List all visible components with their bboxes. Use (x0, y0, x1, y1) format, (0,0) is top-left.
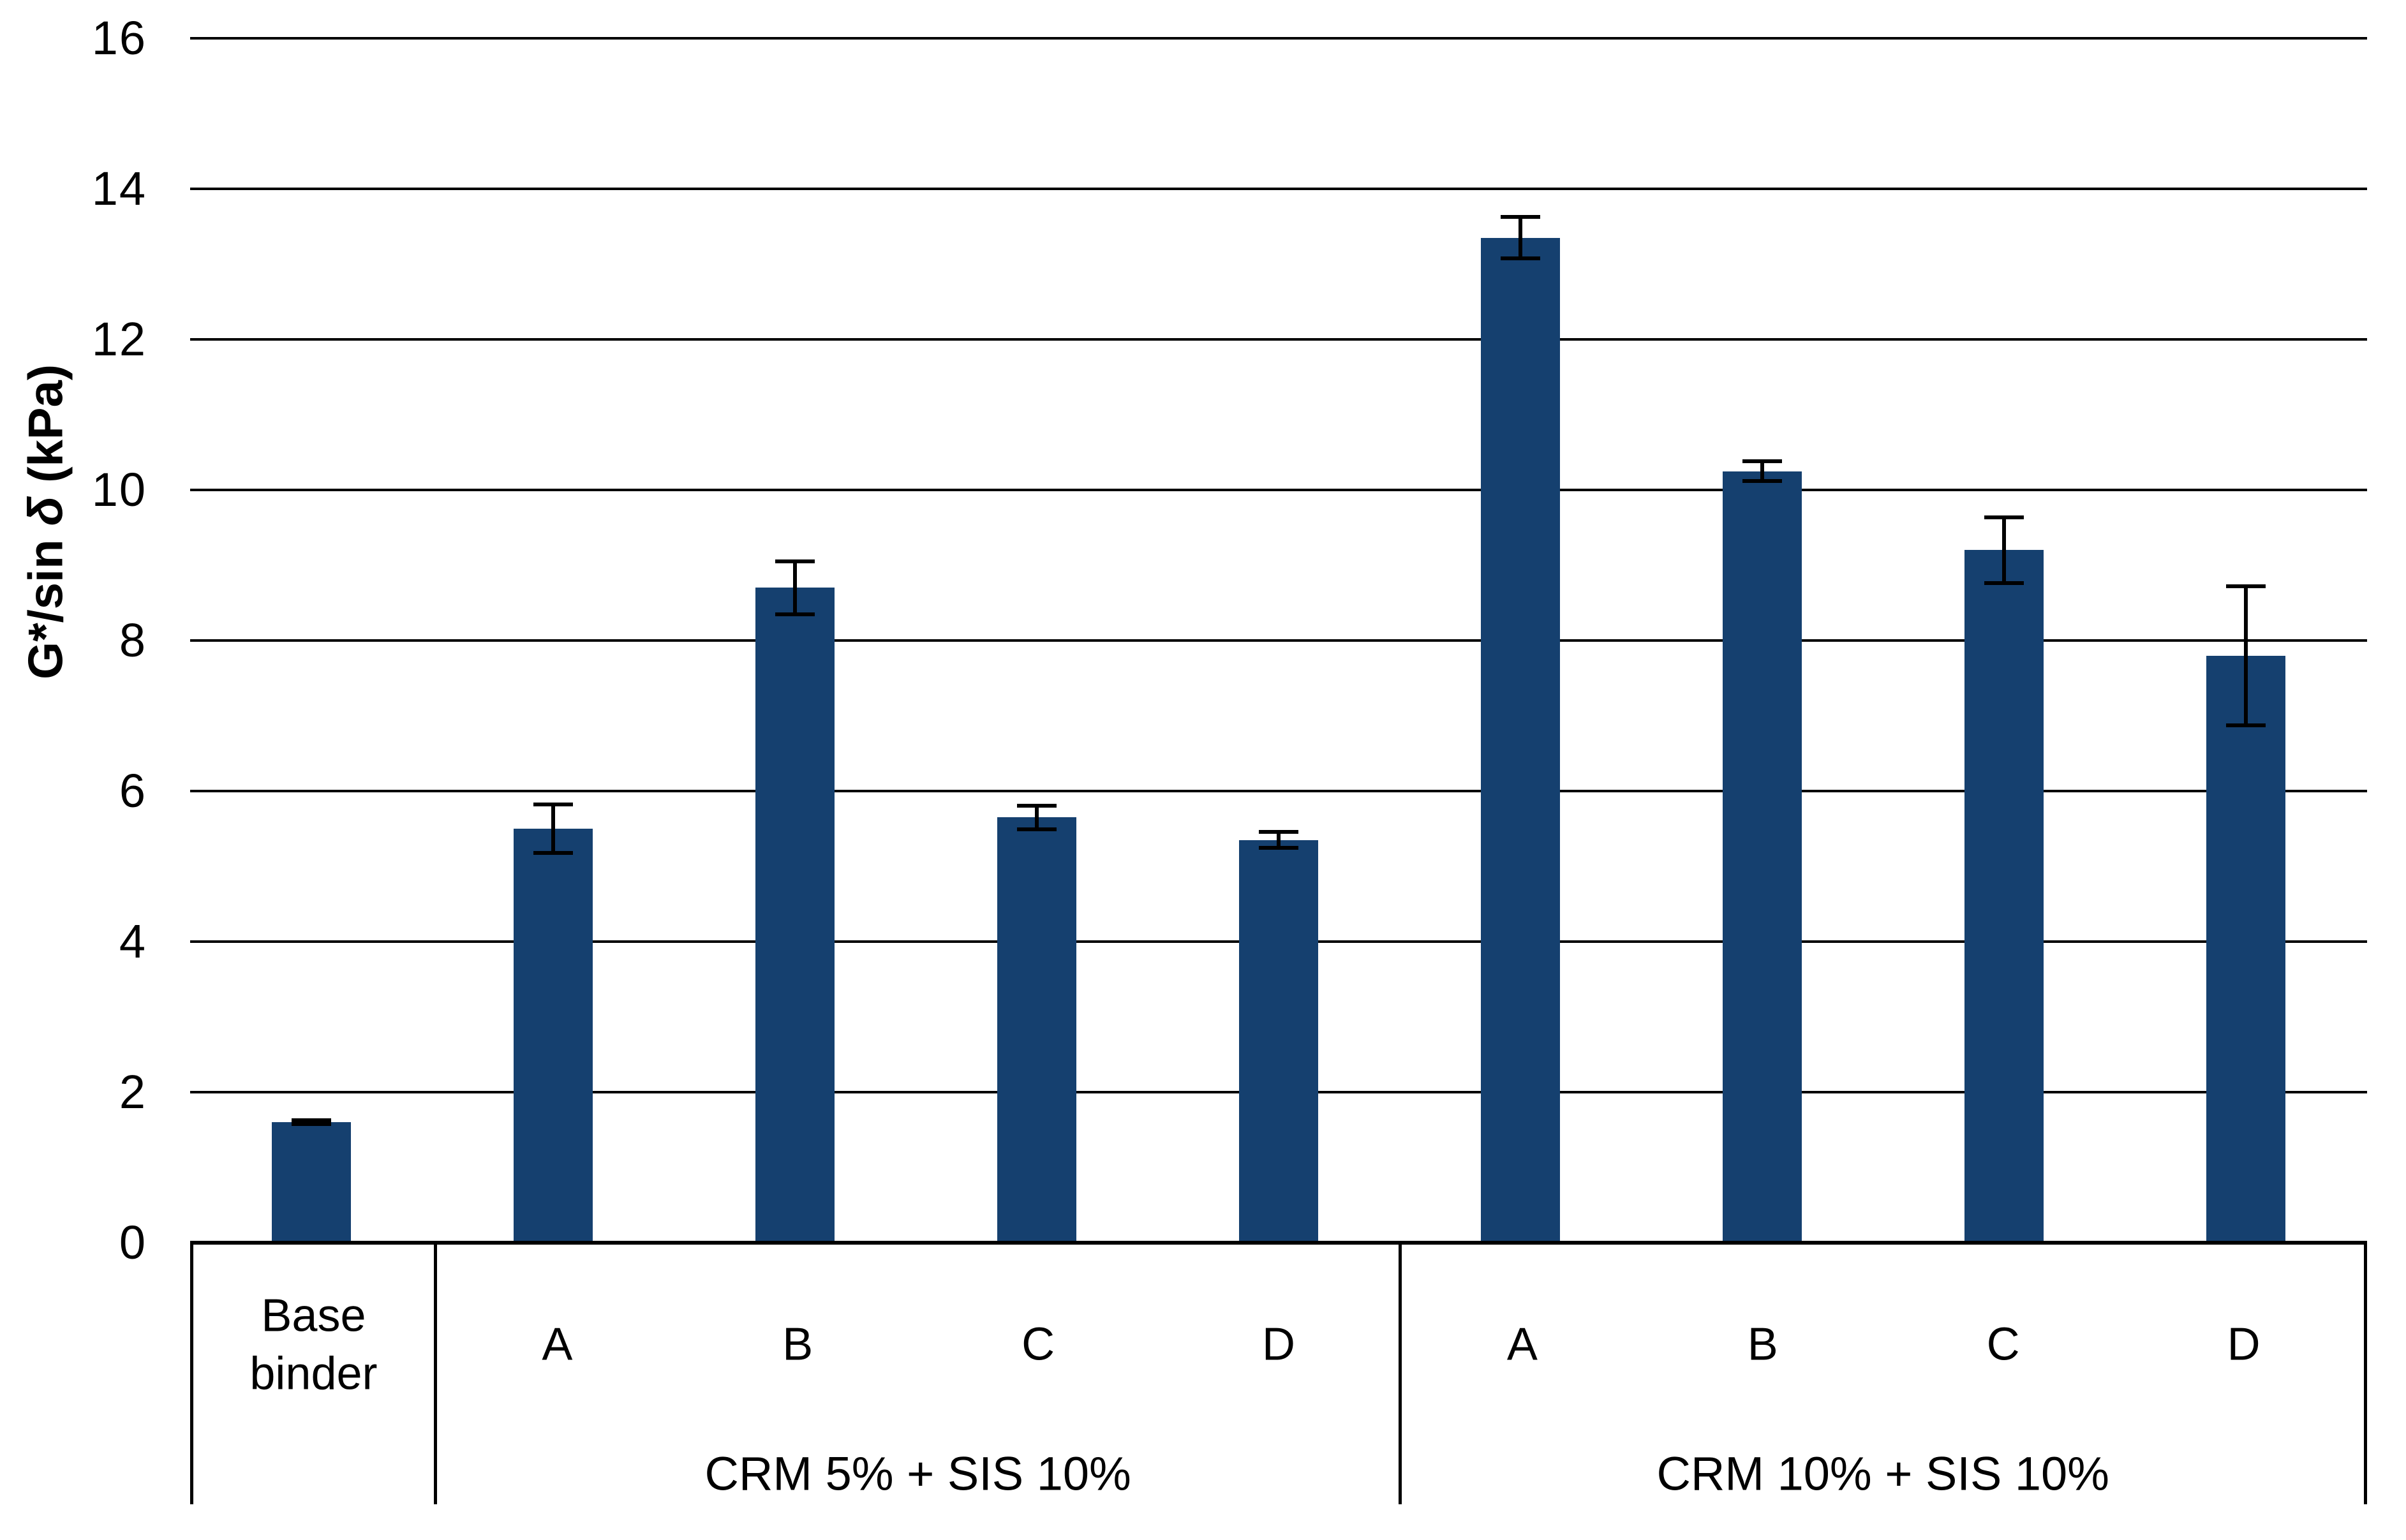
category-label-d: D (1159, 1316, 1399, 1374)
error-bar (1034, 804, 1039, 831)
bar-CRM 5% + SIS 10%-C (997, 817, 1076, 1243)
error-bar (551, 802, 555, 855)
y-tick-label-6: 6 (119, 764, 147, 817)
gridline-y-8 (190, 639, 2367, 642)
bar-slot-2-c (1883, 38, 2125, 1243)
category-label-base-binder: Base binder (193, 1287, 434, 1402)
error-bar-top-cap (533, 802, 573, 806)
bar-CRM 10% + SIS 10%-B (1723, 471, 1802, 1243)
error-bar-bottom-cap (775, 612, 815, 617)
y-tick-label-4: 4 (119, 915, 147, 968)
category-label-text: B (1747, 1319, 1778, 1370)
category-axis-table: Base binder A B C D CRM 5% + SIS 10% A B C D CRM 1… (190, 1243, 2368, 1504)
y-tick-label-12: 12 (91, 313, 147, 366)
category-label-text: Base binder (249, 1290, 378, 1399)
error-bar (2002, 515, 2007, 585)
error-bar-bottom-cap (1258, 846, 1298, 850)
category-label-c: C (1883, 1316, 2123, 1374)
axis-group-cell-1: A B C D CRM 5% + SIS 10% (433, 1243, 1399, 1504)
gridline-y-6 (190, 790, 2367, 792)
category-label-text: B (782, 1319, 813, 1370)
category-label-row: A B C D (1402, 1316, 2364, 1374)
category-label-text: A (1506, 1319, 1538, 1370)
bar-slot-1-c (916, 38, 1157, 1243)
plot-area (190, 37, 2367, 1245)
axis-group-cell-0: Base binder (190, 1243, 434, 1504)
category-label-a: A (1402, 1316, 1642, 1374)
y-tick-label-0: 0 (119, 1216, 147, 1269)
bar-Base binder (271, 1122, 351, 1243)
bar-slot-2-a (1400, 38, 1642, 1243)
bar-slots (190, 38, 2367, 1243)
category-label-row: Base binder (193, 1287, 434, 1402)
error-bar-top-cap (291, 1118, 331, 1123)
category-label-c: C (918, 1316, 1159, 1374)
category-label-d: D (2123, 1316, 2364, 1374)
bar-CRM 5% + SIS 10%-B (755, 588, 835, 1243)
y-tick-label-14: 14 (91, 162, 147, 215)
group-label-2: CRM 10% + SIS 10% (1656, 1447, 2109, 1500)
error-bar-top-cap (1016, 804, 1057, 808)
bar-CRM 5% + SIS 10%-D (1238, 840, 1318, 1243)
y-tick-label-8: 8 (119, 614, 147, 667)
error-bar-bottom-cap (1016, 827, 1057, 831)
bar-slot-2-d (2125, 38, 2367, 1243)
error-bar-top-cap (1258, 830, 1298, 834)
error-bar-bottom-cap (1501, 256, 1541, 261)
bar-slot-1-d (1157, 38, 1399, 1243)
category-label-b: B (678, 1316, 918, 1374)
error-bar-top-cap (2226, 584, 2266, 588)
category-label-text: A (542, 1319, 573, 1370)
y-tick-label-10: 10 (91, 463, 147, 516)
bar-slot-0-base-binder (190, 38, 432, 1243)
error-bar (792, 559, 797, 617)
gridline-y-12 (190, 338, 2367, 341)
error-bar (1760, 459, 1765, 484)
error-bar (1519, 215, 1523, 261)
bar-slot-1-b (674, 38, 916, 1243)
error-bar (2244, 584, 2248, 727)
category-label-text: C (1986, 1319, 2020, 1370)
bar-slot-2-b (1642, 38, 1883, 1243)
category-label-text: D (1262, 1319, 1295, 1370)
error-bar-top-cap (775, 559, 815, 563)
bar-CRM 10% + SIS 10%-D (2206, 655, 2286, 1243)
error-bar-bottom-cap (533, 851, 573, 855)
bar-slot-1-a (432, 38, 674, 1243)
x-axis-line (190, 1241, 2367, 1245)
error-bar-bottom-cap (1984, 581, 2024, 585)
gridline-y-16 (190, 37, 2367, 40)
error-bar-bottom-cap (2226, 723, 2266, 727)
axis-group-cell-2: A B C D CRM 10% + SIS 10% (1399, 1243, 2368, 1504)
category-label-row: A B C D (437, 1316, 1399, 1374)
bar-CRM 5% + SIS 10%-A (513, 829, 593, 1243)
y-tick-label-2: 2 (119, 1065, 147, 1118)
bar-CRM 10% + SIS 10%-C (1964, 550, 2044, 1243)
y-tick-label-16: 16 (91, 11, 147, 64)
y-axis-tick-labels: 0 2 4 6 8 10 12 14 16 (0, 11, 153, 1269)
error-bar-bottom-cap (291, 1122, 331, 1127)
gridline-y-10 (190, 489, 2367, 491)
category-label-text: D (2227, 1319, 2261, 1370)
error-bar-top-cap (1501, 215, 1541, 219)
bar-CRM 10% + SIS 10%-A (1481, 237, 1561, 1243)
error-bar-top-cap (1742, 459, 1783, 463)
error-bar-top-cap (1984, 515, 2024, 520)
category-label-a: A (437, 1316, 678, 1374)
error-bar (1276, 830, 1281, 850)
gridline-y-14 (190, 188, 2367, 190)
category-label-text: C (1021, 1319, 1055, 1370)
category-label-b: B (1642, 1316, 1883, 1374)
group-label-1: CRM 5% + SIS 10% (704, 1447, 1131, 1500)
error-bar-bottom-cap (1742, 479, 1783, 484)
